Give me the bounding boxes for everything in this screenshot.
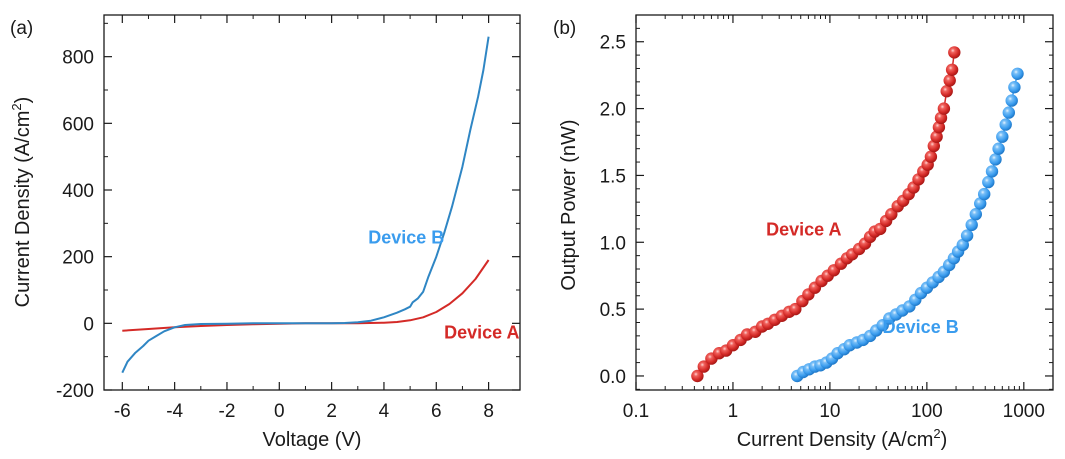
panel-a-y-ticks: -200 0 200 400 600 800 xyxy=(56,22,520,402)
y-tick-label: 200 xyxy=(62,248,94,269)
panel-b-x-axis-title: Current Density (A/cm2) xyxy=(737,426,948,451)
panel-a-label: (a) xyxy=(10,18,33,39)
x-tick-label: 6 xyxy=(431,401,442,422)
panel-a-x-ticks: -6 -4 -2 0 2 4 6 8 xyxy=(114,15,494,422)
x-tick-label: -6 xyxy=(114,401,131,422)
annotation-device-b: Device B xyxy=(883,317,959,337)
panel-b-x-axis-title-main: Current Density (A/cm xyxy=(737,429,934,451)
panel-a-y-axis-title-tail: ) xyxy=(12,97,34,104)
data-point-device-b xyxy=(996,130,1009,143)
data-point-device-b xyxy=(999,118,1012,131)
data-point-device-b xyxy=(1002,106,1015,119)
data-point-device-a xyxy=(943,74,956,87)
x-tick-label: 1000 xyxy=(1003,401,1045,422)
data-point-device-b xyxy=(982,175,995,189)
data-point-device-b xyxy=(985,165,999,178)
panel-b-power-chart: (b) 0.1 1 10 100 1000 0.0 0.5 1.0 1.5 2.0 2.5 Cur… xyxy=(553,14,1054,451)
y-tick-label: 600 xyxy=(62,114,94,135)
data-point-device-b xyxy=(969,208,982,221)
y-tick-label: 1.5 xyxy=(600,166,626,187)
data-point-device-b xyxy=(992,142,1005,155)
data-point-device-b xyxy=(965,218,978,232)
y-tick-label: 400 xyxy=(62,181,94,202)
data-point-device-a xyxy=(927,139,940,153)
panel-a-iv-chart: (a) -6 -4 -2 0 2 4 6 8 -200 0 200 400 600 800 Voltag… xyxy=(9,14,521,451)
panel-b-x-ticks: 0.1 1 10 100 1000 xyxy=(623,15,1045,422)
x-tick-label: 100 xyxy=(911,401,943,422)
panel-b-x-axis-title-tail: ) xyxy=(941,429,948,451)
annotation-device-b: Device B xyxy=(368,227,444,247)
series-line-device-b xyxy=(121,36,490,374)
y-tick-label: 2.0 xyxy=(600,100,626,121)
data-point-device-b xyxy=(978,187,991,201)
y-tick-label: 2.5 xyxy=(600,33,626,54)
x-tick-label: 0.1 xyxy=(623,401,649,422)
y-tick-label: 0.5 xyxy=(600,300,626,321)
panel-a-annotations: Device B Device A xyxy=(368,227,519,342)
data-point-device-a xyxy=(930,130,943,143)
panel-a-axes xyxy=(103,14,521,391)
x-tick-label: 4 xyxy=(379,401,390,422)
data-point-device-a xyxy=(945,63,959,76)
data-point-device-a xyxy=(948,46,961,59)
panel-a-frame xyxy=(103,14,521,391)
data-point-device-b xyxy=(1008,81,1021,94)
data-point-device-a xyxy=(924,150,938,163)
y-tick-label: 0 xyxy=(83,314,94,335)
x-tick-label: 0 xyxy=(274,401,285,422)
data-point-device-b xyxy=(956,238,969,252)
y-tick-label: 800 xyxy=(62,48,94,69)
annotation-device-a: Device A xyxy=(444,322,519,342)
panel-a-y-axis-title: Current Density (A/cm2) xyxy=(9,97,34,308)
panel-a-y-axis-title-sup: 2 xyxy=(9,103,24,110)
y-tick-label: 0.0 xyxy=(600,367,626,388)
x-tick-label: 1 xyxy=(728,401,739,422)
panel-a-plot-area xyxy=(121,36,490,374)
panel-b-annotations: Device A Device B xyxy=(766,220,959,338)
data-point-device-b xyxy=(1005,94,1018,107)
data-point-device-b xyxy=(960,229,974,242)
x-tick-label: 2 xyxy=(326,401,337,422)
panel-b-frame xyxy=(635,14,1054,391)
panel-b-label: (b) xyxy=(553,18,576,39)
data-point-device-b xyxy=(974,197,987,210)
panel-b-y-ticks: 0.0 0.5 1.0 1.5 2.0 2.5 xyxy=(600,27,1053,390)
annotation-device-a: Device A xyxy=(766,220,841,240)
panel-b-plot-area xyxy=(691,46,1024,383)
panel-b-axes xyxy=(635,14,1054,391)
x-tick-label: 8 xyxy=(483,401,494,422)
y-tick-label: 1.0 xyxy=(600,233,626,254)
data-point-device-b xyxy=(1011,67,1024,81)
data-point-device-a xyxy=(691,369,704,383)
data-point-device-a xyxy=(697,360,710,373)
panel-b-y-axis-title: Output Power (nW) xyxy=(558,119,580,290)
y-tick-label: -200 xyxy=(56,381,94,402)
data-point-device-a xyxy=(940,85,953,98)
x-tick-label: 10 xyxy=(819,401,840,422)
x-tick-label: -2 xyxy=(219,401,236,422)
panel-a-y-axis-title-main: Current Density (A/cm xyxy=(12,111,34,308)
series-line-device-a xyxy=(122,259,490,332)
data-point-device-a xyxy=(934,111,948,125)
x-tick-label: -4 xyxy=(166,401,183,422)
data-point-device-a xyxy=(789,302,802,316)
data-point-device-b xyxy=(989,153,1002,166)
data-point-device-a xyxy=(937,102,951,115)
panel-b-x-axis-title-sup: 2 xyxy=(933,426,940,441)
panel-a-x-axis-title: Voltage (V) xyxy=(263,429,362,451)
data-point-device-a xyxy=(932,121,946,134)
